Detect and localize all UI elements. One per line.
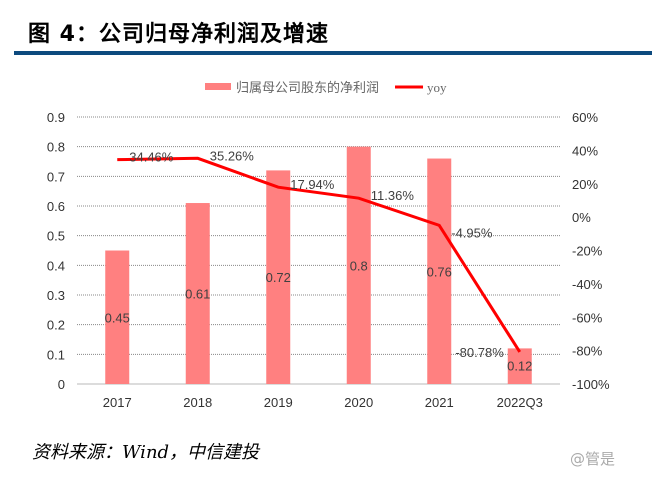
left-tick-label: 0.8 — [47, 140, 65, 155]
right-tick-label: 60% — [572, 110, 598, 125]
right-tick-label: -80% — [572, 344, 603, 359]
line-data-label: 35.26% — [210, 148, 255, 163]
legend-swatch-bar — [205, 83, 231, 90]
line-data-label: 17.94% — [290, 177, 335, 192]
right-tick-label: -60% — [572, 310, 603, 325]
right-tick-label: -40% — [572, 277, 603, 292]
left-tick-label: 0.9 — [47, 110, 65, 125]
left-tick-label: 0.7 — [47, 169, 65, 184]
line-data-label: 11.36% — [371, 188, 415, 203]
x-tick-label: 2018 — [183, 395, 212, 410]
x-tick-label: 2021 — [425, 395, 454, 410]
x-tick-label: 2022Q3 — [497, 395, 543, 410]
left-tick-label: 0.2 — [47, 318, 65, 333]
right-tick-label: 20% — [572, 177, 598, 192]
left-tick-label: 0.4 — [47, 258, 65, 273]
left-tick-label: 0.6 — [47, 199, 65, 214]
title-divider — [14, 51, 652, 55]
right-tick-label: 40% — [572, 143, 598, 158]
chart-title: 图 4：公司归母净利润及增速 — [28, 22, 329, 47]
bar-data-label: 0.8 — [350, 258, 368, 273]
source-note: 资料来源：Wind，中信建投 — [32, 442, 260, 463]
right-tick-label: -20% — [572, 244, 603, 259]
bar-data-label: 0.61 — [185, 287, 210, 302]
right-tick-label: -100% — [572, 377, 610, 392]
bar-data-label: 0.76 — [427, 264, 452, 279]
bar — [346, 146, 371, 384]
watermark: @管是 — [570, 450, 616, 468]
bar — [507, 348, 532, 384]
x-tick-label: 2020 — [344, 395, 373, 410]
line-data-label: -80.78% — [455, 345, 504, 360]
left-tick-label: 0.3 — [47, 288, 65, 303]
line-data-label: -4.95% — [451, 225, 493, 240]
bar-data-label: 0.45 — [105, 310, 130, 325]
legend-label-line: yoy — [427, 80, 447, 95]
line-data-label: 34.46% — [129, 150, 174, 165]
bar — [105, 250, 130, 384]
bar — [185, 203, 210, 384]
legend-label-bar: 归属母公司股东的净利润 — [236, 80, 379, 96]
bar-data-label: 0.12 — [507, 358, 532, 373]
x-tick-label: 2017 — [103, 395, 132, 410]
x-tick-label: 2019 — [264, 395, 293, 410]
bar-data-label: 0.72 — [266, 270, 291, 285]
yoy-line — [117, 156, 522, 353]
left-tick-label: 0 — [58, 377, 65, 392]
left-tick-label: 0.5 — [47, 229, 65, 244]
bar — [427, 158, 452, 384]
right-tick-label: 0% — [572, 210, 591, 225]
bar — [266, 170, 291, 384]
left-tick-label: 0.1 — [47, 347, 65, 362]
